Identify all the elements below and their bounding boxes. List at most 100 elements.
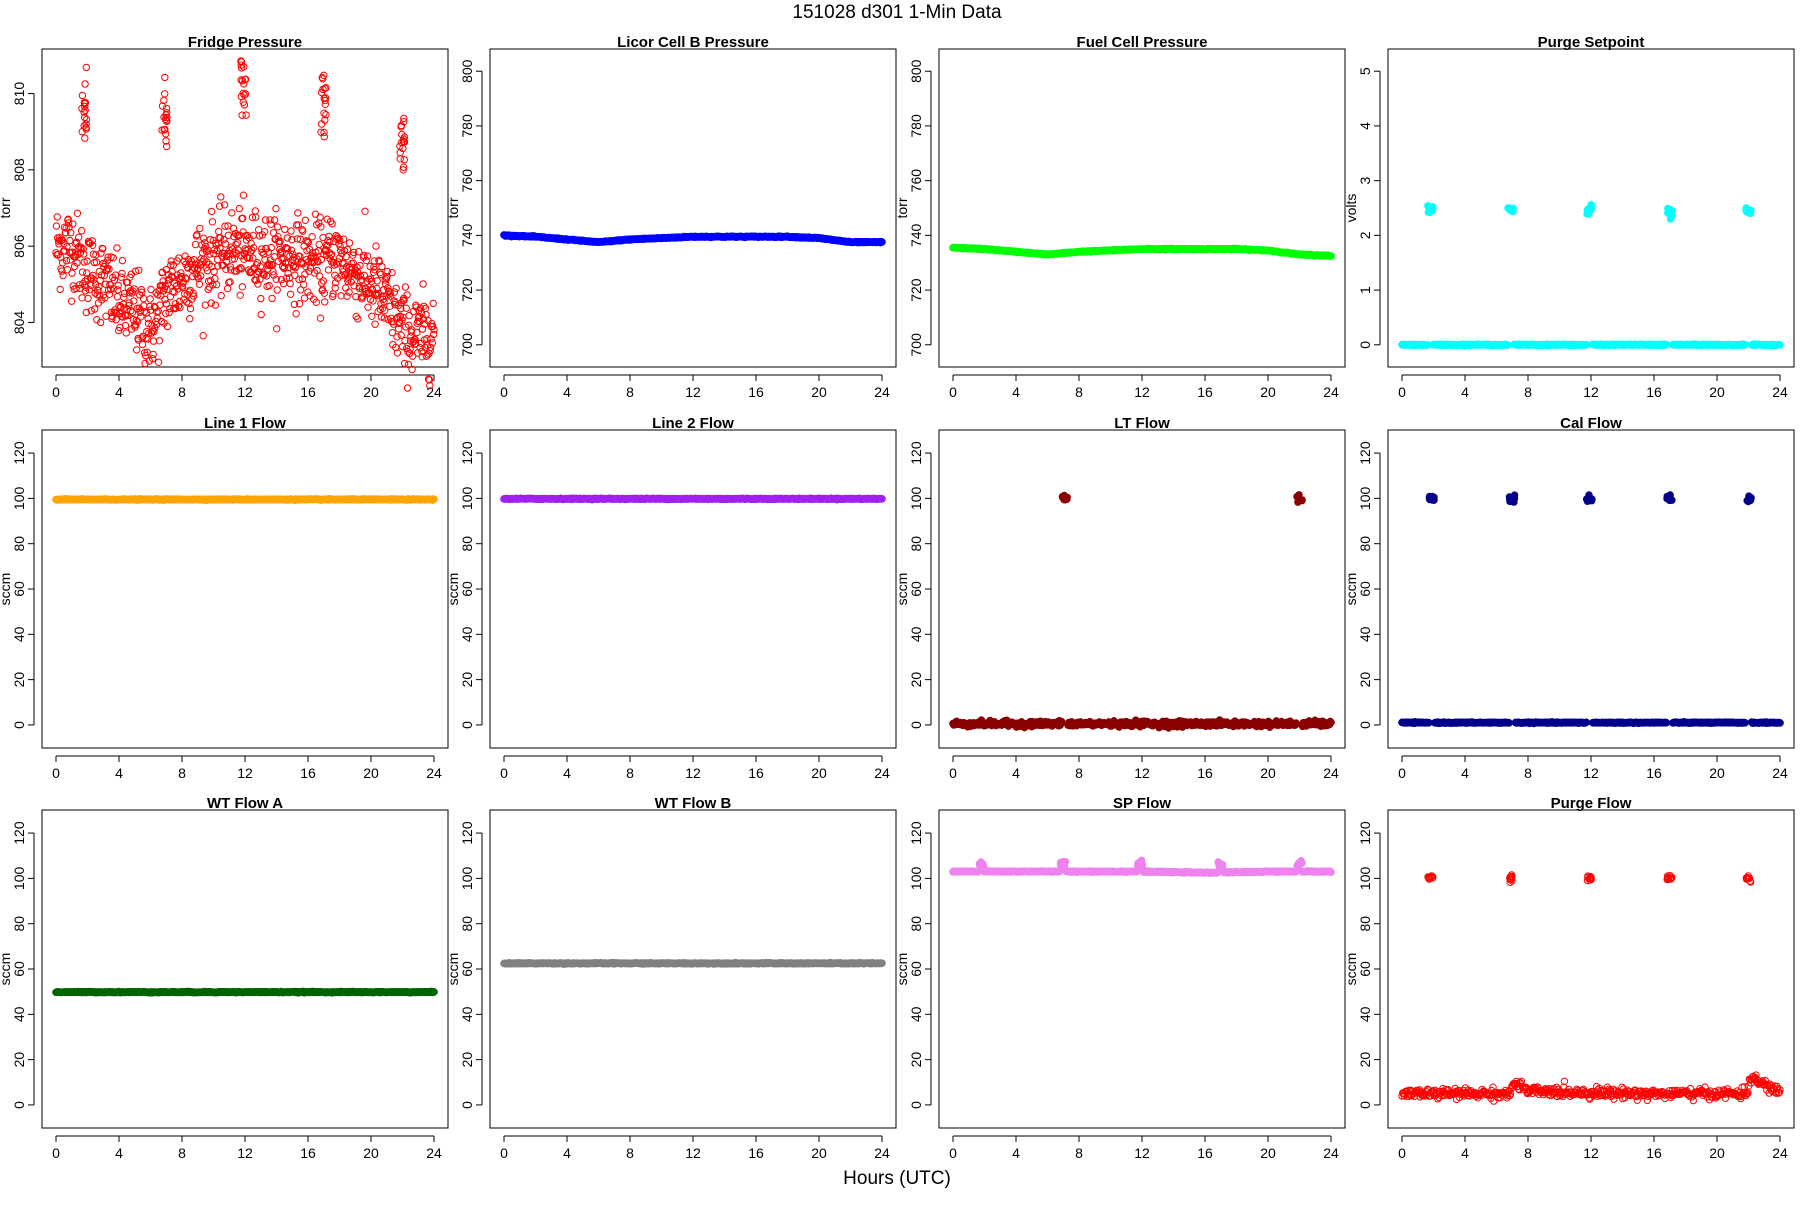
x-tick-label: 12 — [1583, 765, 1599, 781]
data-point — [365, 304, 371, 310]
x-tick-label: 16 — [1197, 384, 1213, 400]
panel-title: Line 2 Flow — [652, 415, 734, 432]
y-tick-label: 120 — [908, 441, 924, 465]
x-tick-label: 16 — [748, 384, 764, 400]
data-point — [163, 131, 169, 137]
data-point — [236, 205, 242, 211]
x-tick-label: 0 — [52, 384, 60, 400]
x-tick-label: 20 — [1260, 384, 1276, 400]
x-tick-label: 0 — [949, 384, 957, 400]
y-tick-label: 720 — [908, 278, 924, 302]
data-point — [79, 92, 85, 98]
y-tick-label: 60 — [459, 581, 475, 597]
y-axis-label: sccm — [0, 953, 13, 986]
x-tick-label: 4 — [563, 384, 571, 400]
y-tick-label: 760 — [908, 169, 924, 193]
points-licor-cell-b-pressure — [500, 231, 885, 246]
data-point — [162, 74, 168, 80]
data-point — [200, 333, 206, 339]
panel-title: Fridge Pressure — [188, 34, 302, 51]
data-point — [1504, 342, 1511, 349]
x-tick-label: 0 — [500, 384, 508, 400]
x-tick-label: 8 — [178, 384, 186, 400]
data-point — [1776, 719, 1783, 726]
data-point — [1429, 493, 1435, 499]
x-tick-label: 20 — [811, 765, 827, 781]
data-point — [150, 351, 156, 357]
data-point — [237, 292, 243, 298]
data-point — [100, 246, 106, 252]
x-tick-label: 20 — [1709, 765, 1725, 781]
x-tick-label: 24 — [1323, 384, 1339, 400]
x-tick-label: 8 — [178, 765, 186, 781]
panel-title: Line 1 Flow — [204, 415, 286, 432]
x-tick-label: 24 — [426, 765, 442, 781]
x-tick-label: 20 — [1709, 384, 1725, 400]
data-point — [240, 192, 246, 198]
y-tick-label: 5 — [1357, 67, 1373, 75]
y-tick-label: 100 — [11, 866, 27, 890]
plot-frame — [939, 49, 1345, 367]
y-tick-label: 780 — [459, 114, 475, 138]
panel-title: LT Flow — [1114, 415, 1170, 432]
data-point — [114, 294, 120, 300]
y-axis-label: torr — [894, 197, 910, 218]
x-tick-label: 8 — [626, 384, 634, 400]
data-point — [430, 300, 436, 306]
y-tick-label: 720 — [459, 278, 475, 302]
x-tick-label: 12 — [1583, 384, 1599, 400]
y-tick-label: 0 — [459, 721, 475, 729]
data-point — [317, 315, 323, 321]
y-axis-label: sccm — [445, 573, 461, 606]
y-axis-label: sccm — [894, 573, 910, 606]
data-point — [155, 359, 161, 365]
data-point — [69, 270, 75, 276]
data-point — [1506, 719, 1513, 726]
data-point — [1295, 493, 1301, 499]
y-tick-label: 740 — [459, 223, 475, 247]
plot-frame — [490, 49, 896, 367]
data-point — [1741, 341, 1748, 348]
y-tick-label: 100 — [459, 486, 475, 510]
points-line-2-flow — [500, 495, 885, 504]
y-tick-label: 20 — [459, 672, 475, 688]
plot-frame — [42, 430, 448, 748]
data-point — [1059, 493, 1065, 499]
x-tick-label: 16 — [1197, 765, 1213, 781]
data-point — [268, 221, 274, 227]
data-point — [54, 214, 60, 220]
data-point — [321, 110, 327, 116]
y-tick-label: 40 — [459, 626, 475, 642]
y-tick-label: 800 — [908, 59, 924, 83]
x-tick-label: 12 — [237, 384, 253, 400]
y-tick-label: 40 — [11, 1006, 27, 1022]
data-point — [1583, 719, 1590, 726]
y-tick-label: 806 — [11, 234, 27, 258]
y-tick-label: 120 — [11, 441, 27, 465]
y-tick-label: 80 — [11, 916, 27, 932]
data-point — [57, 286, 63, 292]
data-point — [430, 496, 437, 503]
data-point — [364, 253, 370, 259]
plot-frame — [490, 430, 896, 748]
points-fuel-cell-pressure — [949, 244, 1334, 260]
x-tick-label: 0 — [500, 765, 508, 781]
data-point — [325, 267, 331, 273]
data-point — [224, 285, 230, 291]
x-axis-label: Hours (UTC) — [843, 1168, 951, 1189]
y-tick-label: 60 — [11, 581, 27, 597]
data-point — [420, 281, 426, 287]
x-tick-label: 24 — [874, 384, 890, 400]
plot-frame — [42, 810, 448, 1128]
y-tick-label: 700 — [459, 333, 475, 357]
data-point — [274, 224, 280, 230]
data-point — [218, 292, 224, 298]
x-tick-label: 24 — [1323, 765, 1339, 781]
x-tick-label: 16 — [748, 765, 764, 781]
data-point — [239, 284, 245, 290]
panel-title: Cal Flow — [1560, 415, 1622, 432]
data-point — [1584, 496, 1590, 502]
